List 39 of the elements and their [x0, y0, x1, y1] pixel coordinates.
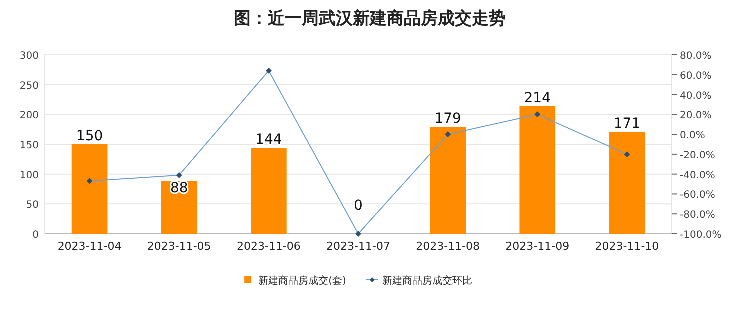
y-tick-label: 50	[26, 200, 39, 212]
x-tick-label: 2023-11-10	[595, 240, 660, 253]
legend-label: 新建商品房成交(套)	[258, 275, 346, 287]
y-tick-label: 0	[32, 230, 39, 241]
x-tick-label: 2023-11-08	[416, 240, 480, 253]
y-tick-label: 200	[20, 110, 39, 122]
y2-tick-label: -60.0%	[680, 190, 716, 202]
bar	[430, 127, 466, 234]
bar	[72, 144, 108, 234]
data-label: 0	[354, 198, 363, 214]
data-label: 144	[256, 132, 282, 148]
data-label: 179	[434, 111, 462, 128]
bar	[520, 106, 556, 234]
data-label: 214	[524, 90, 552, 106]
chart-title: 图：近一周武汉新建商品房成交走势	[234, 9, 506, 29]
y-tick-label: 100	[20, 170, 39, 182]
y-tick-label: 250	[20, 80, 39, 92]
x-tick-label: 2023-11-09	[506, 240, 570, 253]
x-tick-label: 2023-11-05	[147, 240, 212, 253]
x-tick-label: 2023-11-07	[326, 240, 390, 253]
y2-tick-label: 60.0%	[680, 70, 712, 82]
y-tick-label: 150	[20, 140, 39, 152]
legend-label: 新建商品房成交环比	[382, 275, 472, 287]
y2-tick-label: -100.0%	[680, 230, 722, 241]
y2-tick-label: -40.0%	[680, 170, 716, 182]
y2-tick-label: 0.0%	[680, 130, 706, 142]
x-tick-label: 2023-11-06	[236, 240, 301, 253]
data-label: 171	[614, 116, 641, 132]
y2-tick-label: 80.0%	[680, 51, 712, 62]
y-tick-label: 300	[20, 51, 39, 62]
data-label: 88	[170, 180, 188, 196]
y2-tick-label: 40.0%	[680, 90, 712, 102]
x-tick-label: 2023-11-04	[58, 240, 122, 253]
y2-tick-label: -80.0%	[680, 210, 716, 222]
y2-tick-label: -20.0%	[680, 150, 716, 162]
data-label: 150	[76, 128, 104, 144]
bar	[251, 148, 287, 234]
y2-tick-label: 20.0%	[680, 110, 712, 122]
bar	[609, 132, 646, 234]
